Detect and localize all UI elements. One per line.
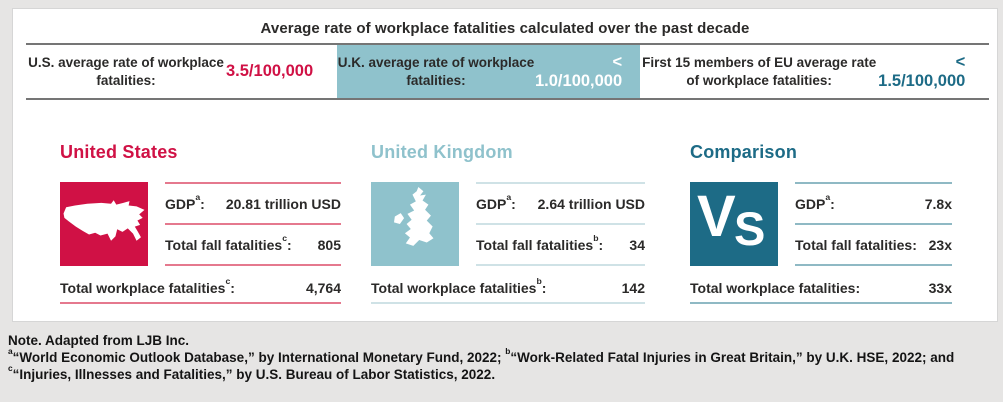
eu-average-rate-label: First 15 members of EU average rate of w…: [642, 55, 877, 88]
column-united-kingdom: United Kingdom GDPa: 2.64 trillion USD: [371, 142, 645, 304]
us-map-icon: [60, 182, 148, 266]
divider-bottom: [26, 98, 989, 100]
comparison-rule-1: [795, 182, 952, 184]
comparison-gdp-label: GDPa:: [795, 191, 835, 212]
uk-average-rate-label: U.K. average rate of workplace fatalitie…: [337, 55, 535, 88]
us-rule-2: [165, 223, 341, 225]
comparison-rule-2: [795, 223, 952, 225]
us-average-rate-cell: U.S. average rate of workplace fatalitie…: [26, 45, 337, 98]
uk-average-rate-value: < 1.0/100,000: [535, 52, 623, 90]
us-workplace-fatalities-label: Total workplace fatalitiesc:: [60, 276, 235, 296]
uk-map-icon: [371, 182, 459, 266]
uk-gdp-row: GDPa: 2.64 trillion USD: [476, 184, 645, 223]
comparison-gdp-row: GDPa: 7.8x: [795, 184, 952, 223]
us-workplace-fatalities-row: Total workplace fatalitiesc: 4,764: [60, 276, 341, 296]
us-fall-fatalities-row: Total fall fatalitiesc: 805: [165, 225, 341, 264]
comparison-gdp-value: 7.8x: [924, 195, 952, 212]
eu-average-rate-value: < 1.5/100,000: [878, 52, 966, 90]
note-line-3: c“Injuries, Illnesses and Fatalities,” b…: [8, 363, 496, 382]
figure-title: Average rate of workplace fatalities cal…: [260, 20, 750, 37]
column-comparison: Comparison V S GDPa: 7.8x Total fall fat…: [690, 142, 952, 304]
us-rule-3: [165, 264, 341, 266]
uk-workplace-fatalities-label: Total workplace fatalitiesb:: [371, 276, 547, 296]
uk-rule-4: [371, 302, 645, 304]
uk-workplace-fatalities-row: Total workplace fatalitiesb: 142: [371, 276, 645, 296]
comparison-rule-4: [690, 302, 952, 304]
infographic-panel: Average rate of workplace fatalities cal…: [12, 8, 998, 322]
uk-fall-fatalities-value: 34: [629, 236, 645, 253]
note-line-2: a“World Economic Outlook Database,” by I…: [8, 346, 955, 365]
us-average-rate-label: U.S. average rate of workplace fatalitie…: [28, 55, 224, 88]
us-gdp-label: GDPa:: [165, 191, 205, 212]
column-united-states: United States GDPa: 20.81 trillion USD T: [60, 142, 341, 304]
average-rates-strip: U.S. average rate of workplace fatalitie…: [26, 45, 992, 98]
uk-rule-3: [476, 264, 645, 266]
uk-gdp-value: 2.64 trillion USD: [537, 195, 645, 212]
us-fall-fatalities-value: 805: [317, 236, 341, 253]
comparison-rule-3: [795, 264, 952, 266]
vs-icon: V S: [690, 182, 778, 266]
comparison-workplace-fatalities-row: Total workplace fatalities: 33x: [690, 280, 952, 296]
uk-fall-fatalities-label: Total fall fatalitiesb:: [476, 232, 604, 253]
comparison-fall-fatalities-value: 23x: [928, 236, 952, 253]
us-fall-fatalities-label: Total fall fatalitiesc:: [165, 232, 292, 253]
uk-rule-2: [476, 223, 645, 225]
uk-rule-1: [476, 182, 645, 184]
country-columns: United States GDPa: 20.81 trillion USD T: [60, 142, 997, 314]
comparison-fall-fatalities-label: Total fall fatalities:: [795, 236, 917, 253]
comparison-column-heading: Comparison: [690, 142, 798, 162]
uk-workplace-fatalities-value: 142: [621, 280, 645, 296]
uk-column-heading: United Kingdom: [371, 142, 513, 162]
uk-fall-fatalities-row: Total fall fatalitiesb: 34: [476, 225, 645, 264]
comparison-workplace-fatalities-label: Total workplace fatalities:: [690, 280, 861, 296]
us-rule-4: [60, 302, 341, 304]
divider-top: [26, 43, 989, 45]
eu-average-rate-cell: First 15 members of EU average rate of w…: [640, 45, 992, 98]
us-average-rate-value: 3.5/100,000: [226, 62, 314, 80]
vs-letter-v: V: [697, 184, 736, 249]
comparison-workplace-fatalities-value: 33x: [928, 280, 952, 296]
uk-gdp-label: GDPa:: [476, 191, 516, 212]
us-gdp-value: 20.81 trillion USD: [225, 195, 341, 212]
us-gdp-row: GDPa: 20.81 trillion USD: [165, 184, 341, 223]
us-workplace-fatalities-value: 4,764: [305, 280, 341, 296]
note-line-1: Note. Adapted from LJB Inc.: [8, 333, 190, 348]
comparison-fall-fatalities-row: Total fall fatalities: 23x: [795, 225, 952, 264]
vs-letter-s: S: [734, 202, 766, 255]
us-rule-1: [165, 182, 341, 184]
uk-average-rate-cell: U.K. average rate of workplace fatalitie…: [337, 45, 641, 98]
figure-note: Note. Adapted from LJB Inc. a“World Econ…: [8, 333, 1000, 383]
us-column-heading: United States: [60, 142, 178, 162]
